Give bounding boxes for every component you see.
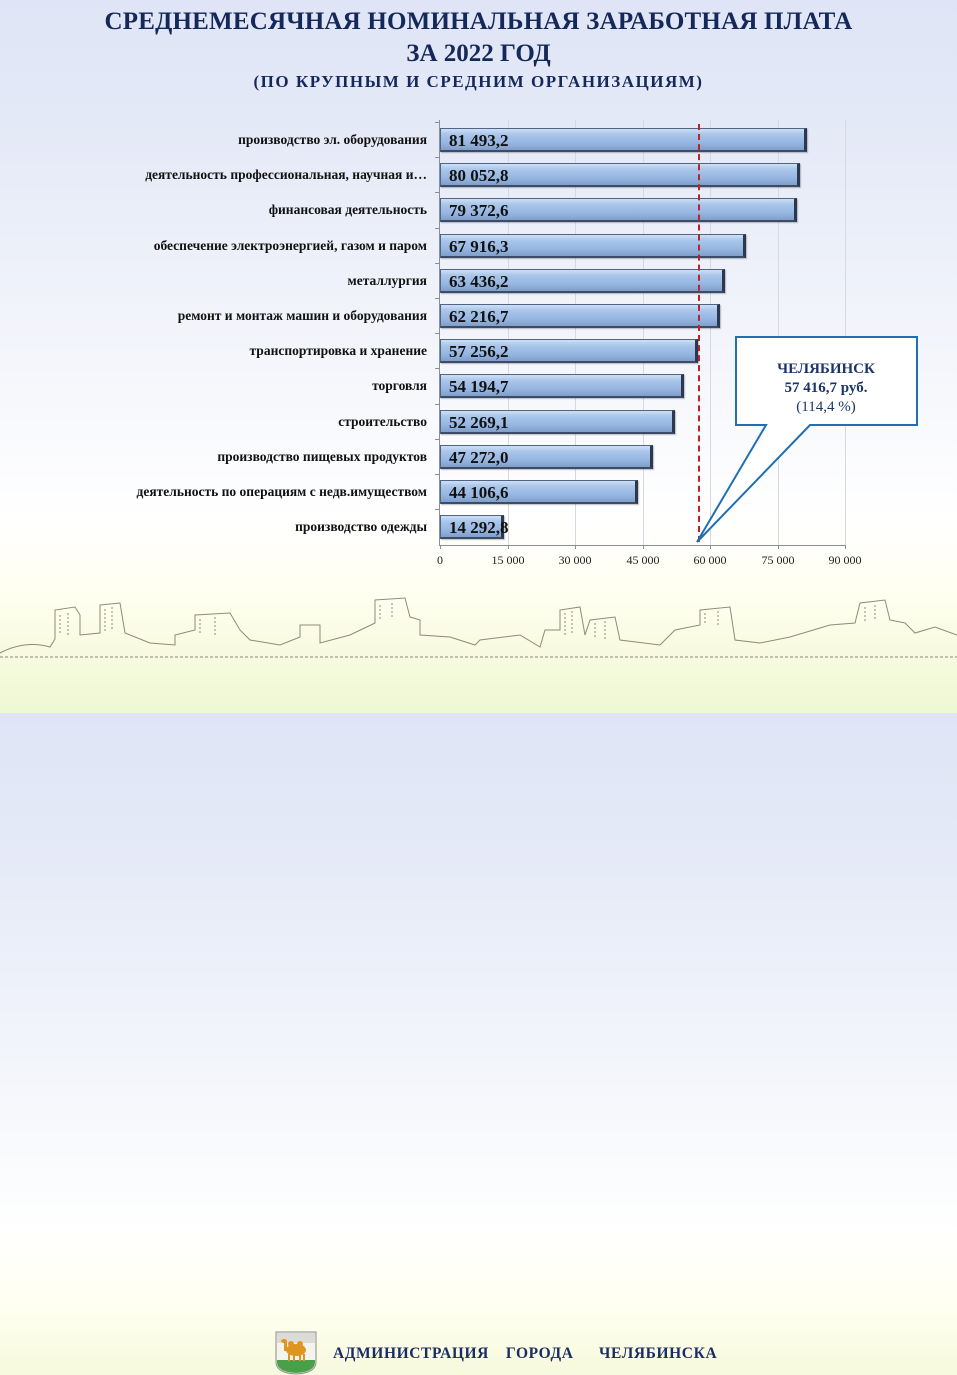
y-tick [435,192,440,193]
bar-value-label: 44 106,6 [449,483,509,502]
organization-name: АДМИНИСТРАЦИЯ ГОРОДА ЧЕЛЯБИНСКА [333,1345,718,1362]
callout-city: ЧЕЛЯБИНСК [777,361,875,377]
bar: 14 292,8 [440,515,509,539]
bar-value-label: 62 216,7 [449,307,509,326]
callout-percent: (114,4 %) [796,399,856,415]
bar-value-label: 81 493,2 [449,131,509,150]
x-tick [440,545,441,549]
x-tick-label: 60 000 [693,553,727,567]
x-tick-label: 90 000 [828,553,862,567]
category-label: деятельность по операциям с недв.имущест… [136,484,427,499]
bar-value-label: 57 256,2 [449,342,509,361]
bar-value-label: 47 272,0 [449,448,509,467]
y-tick [435,157,440,158]
bar-chart: 0 15 000 30 000 45 000 60 000 75 000 90 000 про… [0,0,957,600]
bar: 44 106,6 [440,480,638,504]
bar-value-label: 67 916,3 [449,237,509,256]
y-tick [435,122,440,123]
x-tick [845,545,846,549]
bar: 52 269,1 [440,410,675,434]
category-label: деятельность профессиональная, научная и… [145,167,427,182]
x-tick [643,545,644,549]
category-label: обеспечение электроэнергией, газом и пар… [153,238,427,253]
bar: 80 052,8 [440,163,800,187]
bar: 63 436,2 [440,269,725,293]
category-label: производство пищевых продуктов [217,449,427,464]
x-tick [710,545,711,549]
category-label: металлургия [347,273,427,288]
x-tick [575,545,576,549]
y-tick [435,368,440,369]
y-tick [435,509,440,510]
subtitle: (ПО КРУПНЫМ И СРЕДНИМ ОРГАНИЗАЦИЯМ) [253,72,704,91]
x-tick-label: 75 000 [761,553,795,567]
y-tick [435,474,440,475]
title-line-2: ЗА 2022 ГОД [406,40,551,67]
y-tick [435,333,440,334]
bar-value-label: 80 052,8 [449,166,509,185]
gridline [575,120,576,546]
bar-value-label: 54 194,7 [449,377,509,396]
bar: 67 916,3 [440,234,746,258]
bar: 81 493,2 [440,128,807,152]
category-label: строительство [338,414,427,429]
coat-of-arms-icon [275,1331,317,1375]
bar-value-label: 52 269,1 [449,413,509,432]
category-label: ремонт и монтаж машин и оборудования [177,308,427,323]
category-label: производство одежды [295,519,427,534]
bar-value-label: 63 436,2 [449,272,509,291]
bar-value-label: 79 372,6 [449,201,509,220]
gridline [643,120,644,546]
footer: АДМИНИСТРАЦИЯ ГОРОДА ЧЕЛЯБИНСКА [0,665,957,1375]
callout-salary: 57 416,7 руб. [784,380,868,396]
city-average-reference-line [698,124,700,542]
city-skyline-illustration [0,597,957,658]
y-tick [435,404,440,405]
bar: 57 256,2 [440,339,698,363]
y-tick [435,439,440,440]
gridline [710,120,711,546]
title-line-1: СРЕДНЕМЕСЯЧНАЯ НОМИНАЛЬНАЯ ЗАРАБОТНАЯ ПЛ… [104,8,853,35]
category-label: транспортировка и хранение [249,343,427,358]
y-tick [435,228,440,229]
y-tick [435,298,440,299]
x-tick-label: 45 000 [626,553,660,567]
bar: 62 216,7 [440,304,720,328]
chelyabinsk-callout: ЧЕЛЯБИНСК 57 416,7 руб. (114,4 %) [736,360,916,417]
bar: 54 194,7 [440,374,684,398]
bar: 47 272,0 [440,445,653,469]
x-tick [778,545,779,549]
category-label: производство эл. оборудования [238,132,427,147]
y-tick [435,263,440,264]
bar: 79 372,6 [440,198,797,222]
gridline [845,120,846,546]
gridline [778,120,779,546]
x-axis [439,545,846,546]
bar-value-label: 14 292,8 [449,518,509,537]
x-tick-label: 15 000 [491,553,525,567]
x-tick-label: 30 000 [558,553,592,567]
x-tick-label: 0 [437,553,443,567]
category-label: финансовая деятельность [268,202,427,217]
gridline [508,120,509,546]
x-tick [508,545,509,549]
category-label: торговля [372,378,427,393]
